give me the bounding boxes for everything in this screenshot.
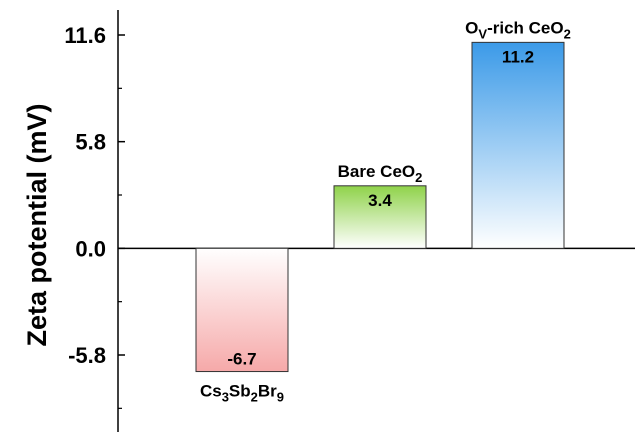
label-text: O: [465, 18, 478, 37]
y-tick-label: 5.8: [75, 130, 106, 155]
label-text: Br: [258, 382, 277, 401]
label-text: -rich CeO: [487, 18, 564, 37]
label-text: Cs: [200, 382, 222, 401]
category-label: Bare CeO2: [338, 162, 423, 185]
subscript: 2: [564, 26, 571, 41]
bar: [471, 41, 565, 249]
subscript: 2: [251, 390, 258, 405]
subscript: 9: [277, 390, 284, 405]
bar-value-label: 11.2: [502, 47, 534, 66]
category-label: OV-rich CeO2: [465, 18, 571, 41]
category-label: Cs3Sb2Br9: [200, 382, 284, 405]
bar: [195, 247, 289, 373]
label-text: Sb: [229, 382, 251, 401]
subscript: 3: [222, 390, 229, 405]
bar-value-label: -6.7: [227, 350, 256, 369]
bar-value-label: 3.4: [368, 191, 392, 210]
y-tick-label: 0.0: [75, 236, 106, 261]
subscript: 2: [415, 170, 422, 185]
y-axis-title: Zeta potential (mV): [22, 103, 52, 346]
subscript: V: [478, 26, 487, 41]
y-tick-label: -5.8: [68, 343, 106, 368]
bar: [333, 185, 427, 249]
y-tick-label: 11.6: [64, 23, 106, 48]
label-text: Bare CeO: [338, 162, 415, 181]
